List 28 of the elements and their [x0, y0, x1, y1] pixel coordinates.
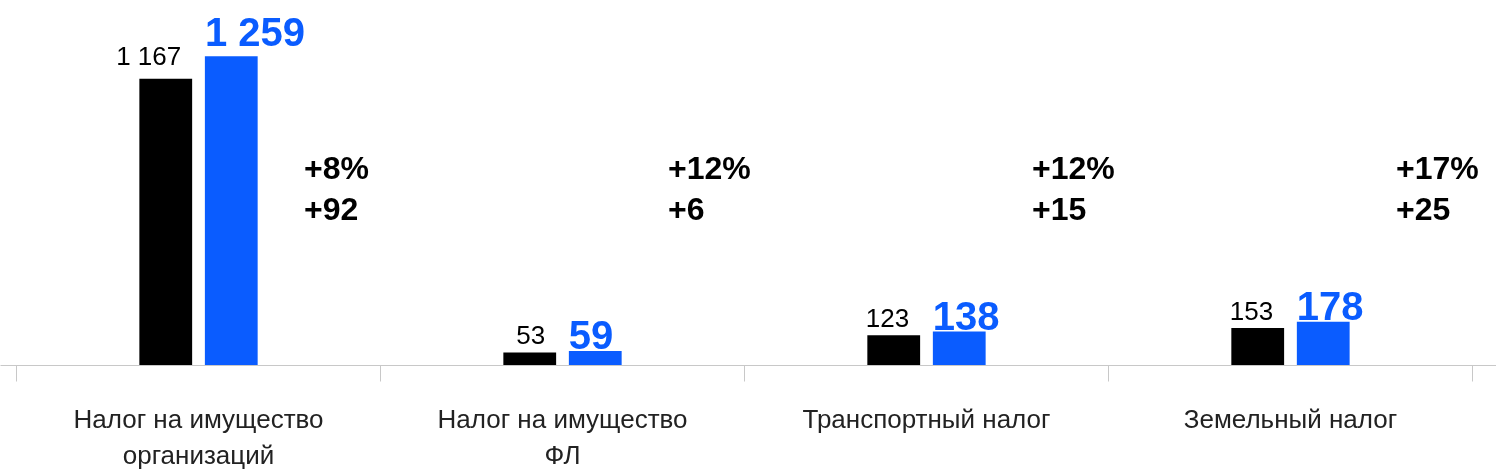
bar [568, 351, 622, 366]
bar [867, 335, 921, 366]
bar [204, 56, 258, 366]
data-label: 59 [568, 313, 614, 357]
annotation: +12% [668, 150, 751, 187]
data-label: 53 [516, 320, 546, 351]
bar [139, 78, 193, 366]
x-tick-label: Налог на имущество ФЛ [437, 403, 688, 470]
annotation: +6 [668, 190, 705, 227]
data-label: 153 [1229, 295, 1274, 326]
bar [1296, 321, 1350, 366]
annotation: +15 [1032, 190, 1087, 227]
data-label: 1 167 [116, 40, 182, 71]
bar [503, 352, 557, 366]
x-tick-label: Налог на имущество организаций [73, 403, 324, 470]
data-label: 123 [865, 303, 910, 334]
x-tick-label: Земельный налог [1183, 403, 1398, 434]
annotation: +92 [304, 190, 359, 227]
data-label: 1 259 [204, 10, 305, 55]
x-tick-label: Транспортный налог [802, 403, 1051, 434]
bar [1231, 327, 1285, 366]
annotation: +25 [1396, 190, 1451, 227]
annotation: +17% [1396, 150, 1479, 187]
data-label: 138 [932, 293, 1000, 338]
annotation: +12% [1032, 150, 1115, 187]
bar [932, 331, 986, 366]
data-label: 178 [1296, 283, 1364, 328]
annotation: +8% [304, 150, 370, 187]
